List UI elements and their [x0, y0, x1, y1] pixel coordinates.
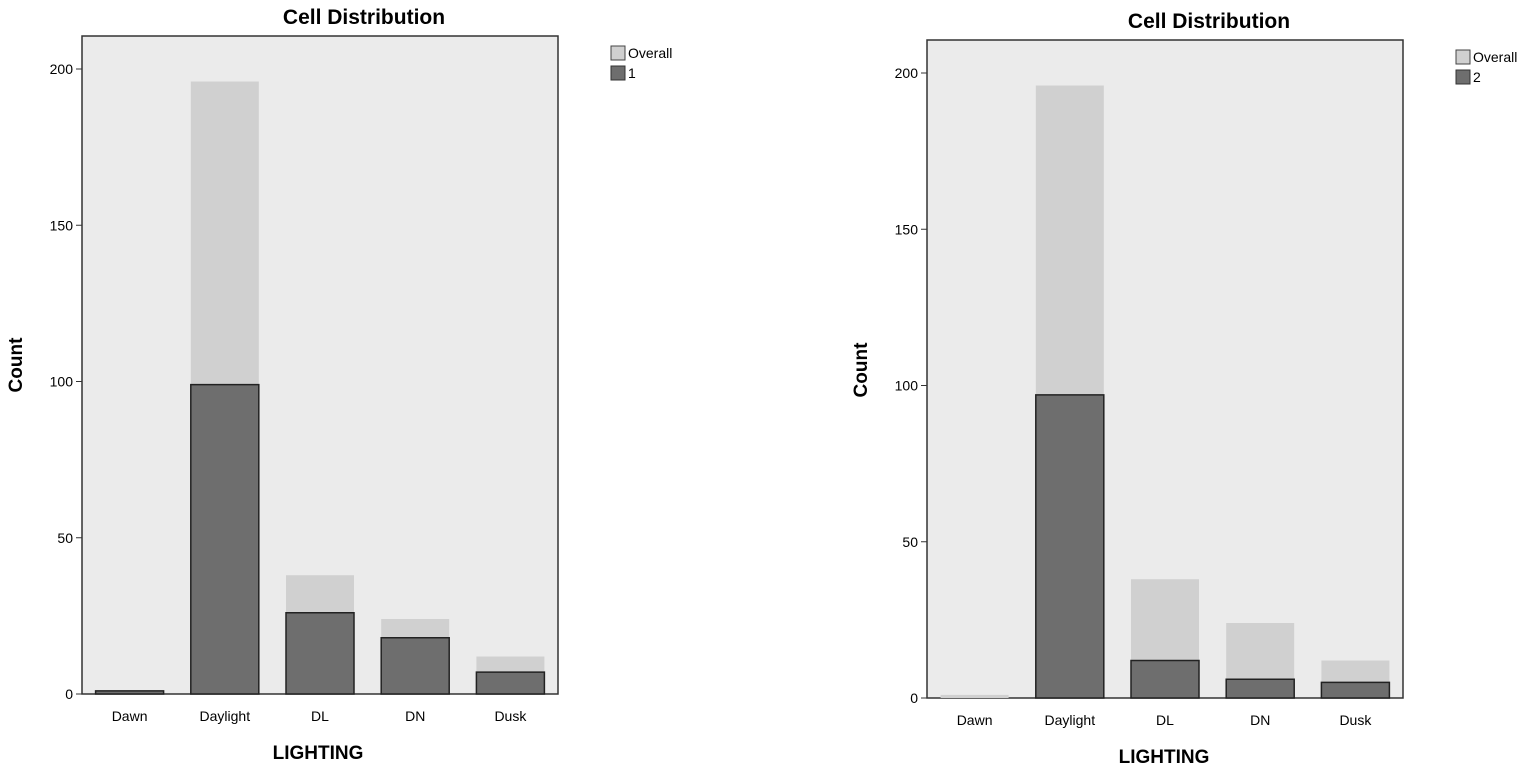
bar-dn-group	[1225, 678, 1295, 699]
x-axis-title: LIGHTING	[273, 743, 364, 764]
bar-dusk-group	[1320, 681, 1391, 699]
y-axis-title: Count	[851, 342, 872, 398]
bar-dl-group	[1130, 659, 1200, 699]
legend: Overall 1	[610, 45, 672, 81]
x-tick-label: DN	[1250, 712, 1270, 728]
y-tick-label: 100	[50, 374, 74, 390]
y-tick-label: 150	[50, 217, 74, 233]
legend-label-1: 1	[628, 65, 636, 81]
x-tick-label: DN	[405, 708, 425, 724]
bars-group	[940, 85, 1391, 699]
chart-title: Cell Distribution	[283, 6, 445, 29]
x-tick-label: DL	[1156, 712, 1174, 728]
bar-dawn-overall	[940, 694, 1009, 698]
y-tick-label: 100	[895, 378, 919, 394]
x-axis: Dawn Daylight DL DN Dusk	[957, 712, 1373, 728]
legend-swatch-1	[610, 65, 626, 81]
y-tick-label: 200	[50, 61, 74, 77]
y-tick-label: 150	[895, 221, 919, 237]
y-axis-title: Count	[6, 337, 27, 393]
bars-group	[94, 81, 546, 695]
x-axis-title: LIGHTING	[1119, 747, 1210, 768]
chart-svg-2: Cell Distribution 0 50 100 150 200 Dawn Dayli…	[851, 10, 1517, 768]
bar-dl-group	[285, 612, 355, 695]
x-tick-label: Daylight	[200, 708, 251, 724]
x-tick-label: Dusk	[1339, 712, 1372, 728]
legend-label-overall: Overall	[628, 45, 672, 61]
y-axis: 0 50 100 150 200	[50, 61, 82, 702]
legend-swatch-overall	[610, 45, 626, 61]
x-tick-label: Dawn	[112, 708, 148, 724]
legend-label-overall: Overall	[1473, 49, 1517, 65]
cell-distribution-chart-2: Cell Distribution 0 50 100 150 200 Dawn Dayli…	[845, 0, 1535, 776]
y-tick-label: 50	[57, 530, 73, 546]
x-tick-label: Dawn	[957, 712, 993, 728]
legend: Overall 2	[1455, 49, 1517, 85]
x-tick-label: Daylight	[1045, 712, 1096, 728]
y-tick-label: 0	[910, 690, 918, 706]
bar-dawn-group	[94, 690, 165, 695]
y-tick-label: 200	[895, 65, 919, 81]
x-tick-label: DL	[311, 708, 329, 724]
y-axis: 0 50 100 150 200	[895, 65, 927, 706]
y-tick-label: 50	[902, 534, 918, 550]
legend-swatch-2	[1455, 69, 1471, 85]
bar-daylight-group	[190, 383, 260, 695]
legend-swatch-overall	[1455, 49, 1471, 65]
bar-daylight-group	[1035, 394, 1105, 699]
cell-distribution-chart-1: Cell Distribution 0 50 100 150 200 Dawn Dayli…	[0, 0, 700, 776]
x-axis: Dawn Daylight DL DN Dusk	[112, 708, 528, 724]
x-tick-label: Dusk	[494, 708, 527, 724]
bar-dusk-group	[475, 671, 546, 695]
legend-label-2: 2	[1473, 69, 1481, 85]
y-tick-label: 0	[65, 686, 73, 702]
chart-svg-1: Cell Distribution 0 50 100 150 200 Dawn Dayli…	[6, 6, 672, 764]
chart-title: Cell Distribution	[1128, 10, 1290, 33]
bar-dn-group	[380, 637, 450, 695]
